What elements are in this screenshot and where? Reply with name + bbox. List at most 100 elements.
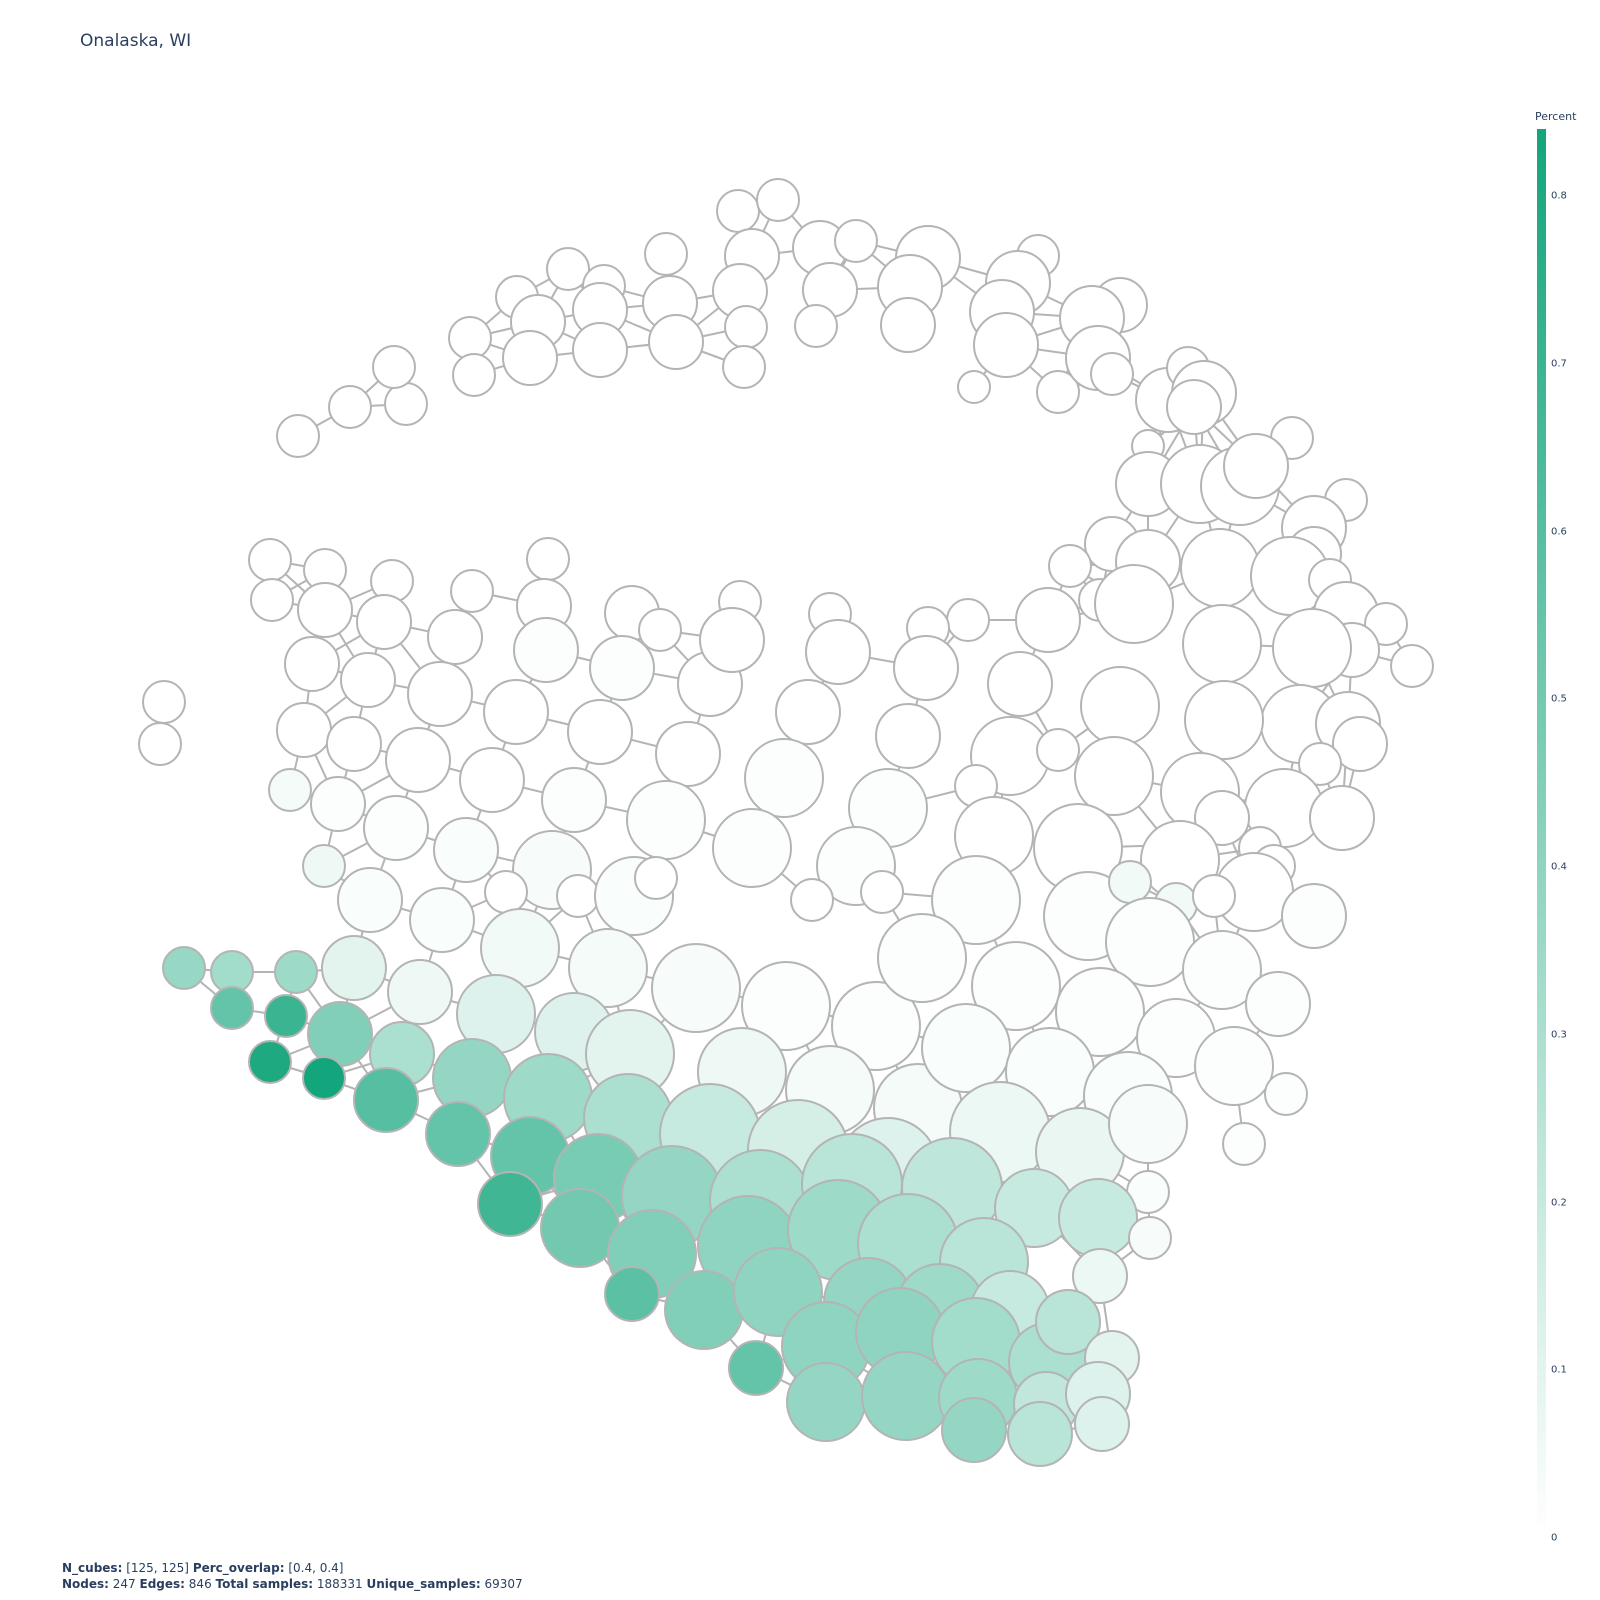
- graph-node[interactable]: [264, 994, 308, 1038]
- graph-node[interactable]: [385, 727, 451, 793]
- graph-node[interactable]: [957, 370, 991, 404]
- graph-node[interactable]: [775, 679, 841, 745]
- graph-node[interactable]: [433, 817, 499, 883]
- graph-node[interactable]: [248, 1040, 292, 1084]
- graph-node[interactable]: [644, 232, 688, 276]
- graph-node[interactable]: [274, 950, 318, 994]
- graph-nodes[interactable]: [138, 178, 1434, 1467]
- graph-node[interactable]: [477, 1171, 543, 1237]
- graph-node[interactable]: [893, 635, 959, 701]
- graph-node[interactable]: [589, 635, 655, 701]
- graph-node[interactable]: [1223, 433, 1289, 499]
- graph-node[interactable]: [861, 1351, 951, 1441]
- graph-node[interactable]: [250, 578, 294, 622]
- graph-node[interactable]: [142, 680, 186, 724]
- graph-node[interactable]: [384, 382, 428, 426]
- graph-node[interactable]: [634, 856, 678, 900]
- graph-node[interactable]: [337, 867, 403, 933]
- graph-node[interactable]: [744, 738, 824, 818]
- graph-node[interactable]: [1108, 1084, 1188, 1164]
- graph-node[interactable]: [1364, 602, 1408, 646]
- graph-node[interactable]: [877, 913, 967, 1003]
- graph-node[interactable]: [483, 679, 549, 745]
- graph-node[interactable]: [326, 716, 382, 772]
- graph-node[interactable]: [756, 178, 800, 222]
- graph-node[interactable]: [880, 297, 936, 353]
- graph-node[interactable]: [699, 607, 765, 673]
- graph-node[interactable]: [921, 1003, 1011, 1093]
- graph-node[interactable]: [372, 345, 416, 389]
- graph-node[interactable]: [248, 538, 292, 582]
- graph-node[interactable]: [1015, 587, 1081, 653]
- graph-node[interactable]: [1298, 742, 1342, 786]
- graph-node[interactable]: [340, 652, 396, 708]
- graph-node[interactable]: [987, 651, 1053, 717]
- graph-node[interactable]: [794, 304, 838, 348]
- graph-node[interactable]: [302, 1056, 346, 1100]
- graph-node[interactable]: [356, 594, 412, 650]
- graph-node[interactable]: [450, 569, 494, 613]
- graph-node[interactable]: [941, 1397, 1007, 1463]
- graph-node[interactable]: [526, 537, 570, 581]
- graph-node[interactable]: [1108, 860, 1152, 904]
- graph-node[interactable]: [638, 608, 682, 652]
- graph-node[interactable]: [307, 1001, 373, 1067]
- graph-node[interactable]: [604, 1266, 660, 1322]
- graph-node[interactable]: [568, 928, 648, 1008]
- graph-node[interactable]: [138, 722, 182, 766]
- graph-node[interactable]: [648, 314, 704, 370]
- graph-node[interactable]: [409, 887, 475, 953]
- graph-node[interactable]: [1128, 1216, 1172, 1260]
- graph-node[interactable]: [712, 808, 792, 888]
- graph-node[interactable]: [567, 699, 633, 765]
- graph-node[interactable]: [1184, 680, 1264, 760]
- graph-node[interactable]: [484, 870, 528, 914]
- graph-node[interactable]: [626, 780, 706, 860]
- graph-node[interactable]: [1074, 1396, 1130, 1452]
- graph-node[interactable]: [556, 874, 600, 918]
- graph-node[interactable]: [973, 312, 1039, 378]
- graph-node[interactable]: [716, 189, 760, 233]
- graph-node[interactable]: [162, 946, 206, 990]
- graph-node[interactable]: [1072, 1248, 1128, 1304]
- graph-node[interactable]: [1182, 930, 1262, 1010]
- graph-node[interactable]: [427, 609, 483, 665]
- graph-node[interactable]: [1222, 1122, 1266, 1166]
- graph-node[interactable]: [1309, 785, 1375, 851]
- graph-node[interactable]: [328, 385, 372, 429]
- graph-node[interactable]: [831, 981, 921, 1071]
- graph-node[interactable]: [651, 943, 741, 1033]
- graph-node[interactable]: [1194, 1026, 1274, 1106]
- graph-node[interactable]: [1094, 564, 1174, 644]
- graph-node[interactable]: [786, 1362, 866, 1442]
- graph-node[interactable]: [1036, 370, 1080, 414]
- graph-node[interactable]: [722, 345, 766, 389]
- graph-node[interactable]: [387, 959, 453, 1025]
- graph-node[interactable]: [353, 1067, 419, 1133]
- graph-node[interactable]: [513, 617, 579, 683]
- graph-node[interactable]: [1055, 967, 1145, 1057]
- graph-node[interactable]: [1048, 544, 1092, 588]
- graph-node[interactable]: [860, 870, 904, 914]
- graph-node[interactable]: [664, 1270, 744, 1350]
- graph-node[interactable]: [210, 986, 254, 1030]
- graph-node[interactable]: [1080, 666, 1160, 746]
- graph-node[interactable]: [805, 619, 871, 685]
- graph-node[interactable]: [541, 767, 607, 833]
- graph-node[interactable]: [728, 1340, 784, 1396]
- graph-node[interactable]: [1194, 790, 1250, 846]
- graph-node[interactable]: [1036, 728, 1080, 772]
- graph-node[interactable]: [452, 353, 496, 397]
- graph-node[interactable]: [790, 878, 834, 922]
- graph-node[interactable]: [1182, 604, 1262, 684]
- graph-node[interactable]: [741, 961, 831, 1051]
- graph-node[interactable]: [276, 702, 332, 758]
- graph-node[interactable]: [302, 844, 346, 888]
- graph-node[interactable]: [284, 636, 340, 692]
- graph-node[interactable]: [1281, 883, 1347, 949]
- graph-node[interactable]: [1245, 971, 1311, 1037]
- graph-node[interactable]: [1332, 716, 1388, 772]
- graph-node[interactable]: [971, 941, 1061, 1031]
- graph-node[interactable]: [459, 747, 525, 813]
